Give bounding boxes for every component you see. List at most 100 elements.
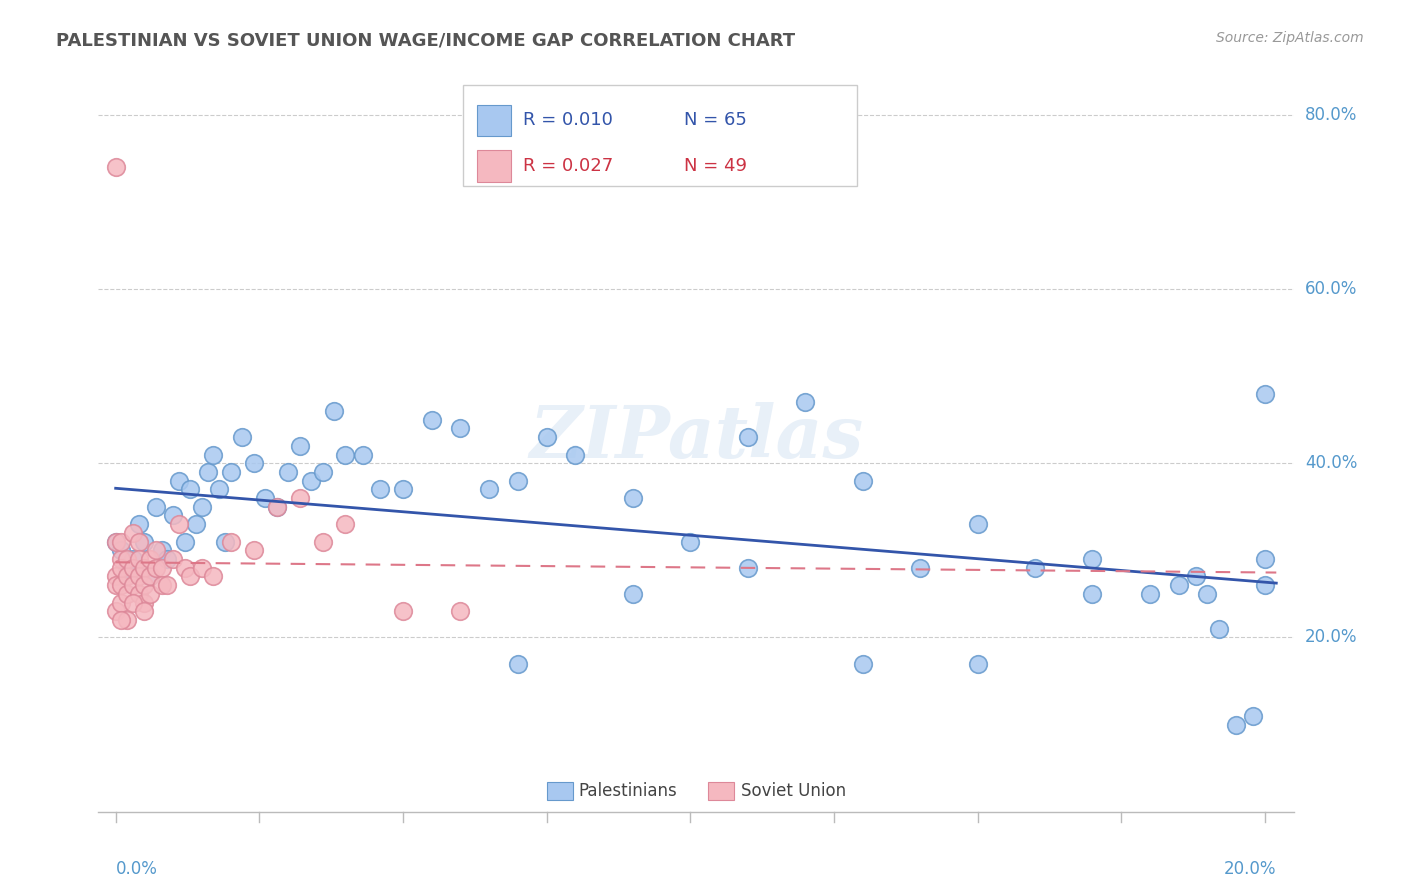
- Point: [122, 596, 145, 610]
- Point: [156, 552, 179, 566]
- Point: [134, 561, 156, 575]
- Point: [128, 517, 150, 532]
- Point: [173, 561, 195, 575]
- Point: [1139, 587, 1161, 601]
- Text: 20.0%: 20.0%: [1305, 629, 1358, 647]
- Point: [311, 465, 333, 479]
- Point: [1024, 561, 1046, 575]
- Point: [1197, 587, 1219, 601]
- Point: [115, 552, 138, 566]
- Text: R = 0.027: R = 0.027: [523, 157, 613, 175]
- Point: [191, 500, 214, 514]
- Point: [266, 500, 288, 514]
- Point: [966, 517, 988, 532]
- Point: [150, 578, 173, 592]
- Bar: [477, 150, 510, 182]
- Point: [1081, 552, 1104, 566]
- Point: [128, 534, 150, 549]
- Point: [621, 587, 644, 601]
- Point: [299, 474, 322, 488]
- Bar: [477, 104, 510, 136]
- Point: [134, 578, 156, 592]
- Point: [1167, 578, 1189, 592]
- Point: [1081, 587, 1104, 601]
- Point: [167, 517, 190, 532]
- Point: [794, 395, 817, 409]
- Point: [104, 604, 127, 618]
- Point: [852, 474, 875, 488]
- Point: [122, 552, 145, 566]
- Point: [288, 439, 311, 453]
- Point: [110, 561, 132, 575]
- Point: [536, 430, 558, 444]
- Point: [167, 474, 190, 488]
- Text: N = 65: N = 65: [685, 112, 747, 129]
- Point: [1254, 552, 1277, 566]
- Point: [122, 561, 145, 575]
- Point: [134, 534, 156, 549]
- Point: [110, 596, 132, 610]
- Point: [1241, 709, 1264, 723]
- Text: Palestinians: Palestinians: [579, 781, 678, 800]
- Point: [208, 483, 231, 497]
- Point: [231, 430, 253, 444]
- Point: [737, 561, 759, 575]
- Point: [202, 569, 225, 583]
- Point: [335, 448, 357, 462]
- Point: [110, 578, 132, 592]
- Point: [202, 448, 225, 462]
- Text: 40.0%: 40.0%: [1305, 454, 1357, 472]
- Point: [134, 604, 156, 618]
- FancyBboxPatch shape: [463, 85, 858, 186]
- Point: [242, 543, 264, 558]
- Point: [162, 552, 184, 566]
- Bar: [709, 781, 734, 800]
- Point: [145, 543, 167, 558]
- Point: [506, 657, 529, 671]
- Point: [191, 561, 214, 575]
- Point: [1254, 386, 1277, 401]
- Point: [506, 474, 529, 488]
- Point: [1225, 717, 1247, 731]
- Text: R = 0.010: R = 0.010: [523, 112, 613, 129]
- Point: [104, 160, 127, 174]
- Point: [335, 517, 357, 532]
- Point: [352, 448, 374, 462]
- Text: ZIPatlas: ZIPatlas: [529, 401, 863, 473]
- Point: [449, 421, 471, 435]
- Point: [1185, 569, 1208, 583]
- Point: [150, 561, 173, 575]
- Point: [277, 465, 299, 479]
- Point: [134, 596, 156, 610]
- Point: [110, 552, 132, 566]
- Point: [966, 657, 988, 671]
- Point: [266, 500, 288, 514]
- Point: [110, 543, 132, 558]
- Point: [156, 578, 179, 592]
- Point: [162, 508, 184, 523]
- Text: 0.0%: 0.0%: [115, 860, 157, 878]
- Text: Source: ZipAtlas.com: Source: ZipAtlas.com: [1216, 31, 1364, 45]
- Point: [128, 552, 150, 566]
- Point: [219, 465, 242, 479]
- Point: [368, 483, 391, 497]
- Point: [173, 534, 195, 549]
- Point: [852, 657, 875, 671]
- Point: [139, 569, 162, 583]
- Point: [679, 534, 702, 549]
- Point: [104, 534, 127, 549]
- Point: [139, 587, 162, 601]
- Point: [242, 456, 264, 470]
- Point: [219, 534, 242, 549]
- Point: [145, 500, 167, 514]
- Text: 60.0%: 60.0%: [1305, 280, 1357, 298]
- Point: [128, 587, 150, 601]
- Point: [150, 543, 173, 558]
- Point: [254, 491, 277, 505]
- Point: [104, 534, 127, 549]
- Point: [184, 517, 207, 532]
- Text: N = 49: N = 49: [685, 157, 747, 175]
- Point: [392, 604, 415, 618]
- Point: [420, 412, 443, 426]
- Point: [110, 613, 132, 627]
